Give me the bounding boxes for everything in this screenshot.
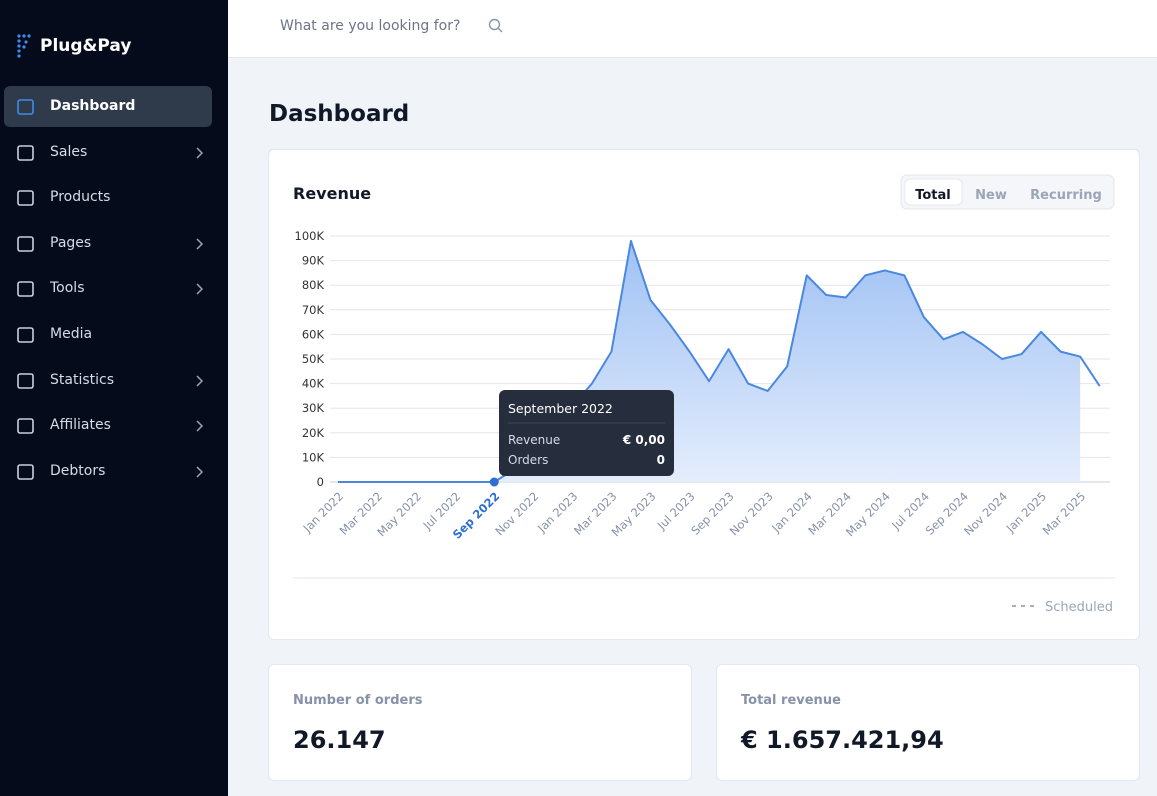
y-tick-label: 70K (302, 303, 325, 317)
tab[interactable]: New (975, 188, 1007, 203)
nav-label: Products (50, 189, 111, 206)
nav-label: Tools (50, 280, 85, 297)
chevron (196, 375, 204, 387)
search-icon[interactable] (488, 18, 504, 34)
stat-label: Total revenue (741, 693, 841, 708)
nav-icon (17, 327, 34, 343)
chevron (196, 466, 204, 478)
page-title: Dashboard (269, 101, 410, 127)
search-input[interactable]: What are you looking for? (280, 18, 461, 34)
nav-icon (17, 235, 34, 252)
nav-item[interactable]: Debtors (4, 451, 212, 492)
nav-item[interactable]: Tools (4, 268, 212, 309)
tooltip-value: 0 (657, 453, 665, 467)
nav-icon (17, 144, 34, 161)
line (338, 239, 1101, 483)
nav-item[interactable]: Statistics (4, 360, 212, 401)
nav-item[interactable]: Media (4, 314, 212, 355)
chart: Revenue Total New Recurring Scheduled 0 1… (293, 174, 1115, 615)
nav-label: Media (50, 326, 93, 342)
nav-label: Affiliates (50, 417, 111, 434)
tooltip: September 2022 Revenue € 0,00 Orders 0 (499, 390, 674, 476)
nav-label: Statistics (50, 371, 114, 388)
tab[interactable]: Recurring (1030, 188, 1102, 203)
y-tick-label: 90K (302, 254, 325, 268)
tooltip-label: Revenue (508, 433, 560, 447)
nav-item[interactable]: Dashboard (4, 86, 212, 127)
stat-card: Total revenue € 1.657.421,94 (716, 664, 1140, 781)
nav-icon (17, 372, 34, 389)
stat-label: Number of orders (293, 693, 423, 708)
tooltip-title: September 2022 (508, 401, 613, 416)
logo-icon (17, 34, 31, 58)
y-tick-label: 10K (302, 450, 325, 464)
y-tick-label: 30K (302, 401, 325, 415)
nav-icon (17, 99, 34, 115)
nav-icon (17, 190, 34, 206)
chevron (196, 147, 204, 159)
y-tick-label: 50K (302, 352, 325, 366)
stat-value: € 1.657.421,94 (741, 726, 944, 754)
card-title: Revenue (293, 184, 371, 203)
x-tick-label: Mar 2025 (1040, 489, 1089, 538)
chevron (196, 420, 204, 432)
tab-active (904, 178, 963, 206)
y-tick-label: 0 (317, 475, 324, 489)
tab[interactable]: Total (915, 188, 951, 203)
header: What are you looking for? (228, 0, 1157, 58)
nav-label: Sales (50, 143, 88, 160)
logo: Plug&Pay (40, 36, 132, 56)
y-tick-label: 60K (302, 327, 325, 341)
y-tick-label: 20K (302, 426, 325, 440)
stat-value: 26.147 (293, 726, 386, 754)
nav-label: Pages (50, 234, 92, 251)
nav-icon (17, 281, 34, 298)
nav-item[interactable]: Products (4, 177, 212, 218)
nav-item[interactable]: Affiliates (4, 405, 212, 446)
nav-item[interactable]: Pages (4, 223, 212, 264)
nav-item[interactable]: Sales (4, 132, 212, 173)
chevron (196, 283, 204, 295)
legend-label: Scheduled (1045, 600, 1113, 615)
area (338, 240, 1081, 482)
tooltip-box (499, 390, 674, 476)
chevron (196, 238, 204, 250)
stat-card: Number of orders 26.147 (268, 664, 692, 781)
nav-label: Debtors (50, 462, 106, 479)
y-tick-label: 80K (302, 278, 325, 292)
tooltip-label: Orders (508, 453, 548, 467)
tooltip-value: € 0,00 (622, 433, 665, 447)
nav-label: Dashboard (50, 98, 136, 114)
y-tick-label: 100K (295, 229, 325, 243)
nav-icon (17, 418, 34, 434)
y-tick-label: 40K (302, 377, 325, 391)
hover-point (489, 477, 499, 487)
nav-icon (17, 463, 34, 480)
sidebar: Plug&Pay Dashboard Sales Products Pages Tool… (0, 0, 228, 796)
